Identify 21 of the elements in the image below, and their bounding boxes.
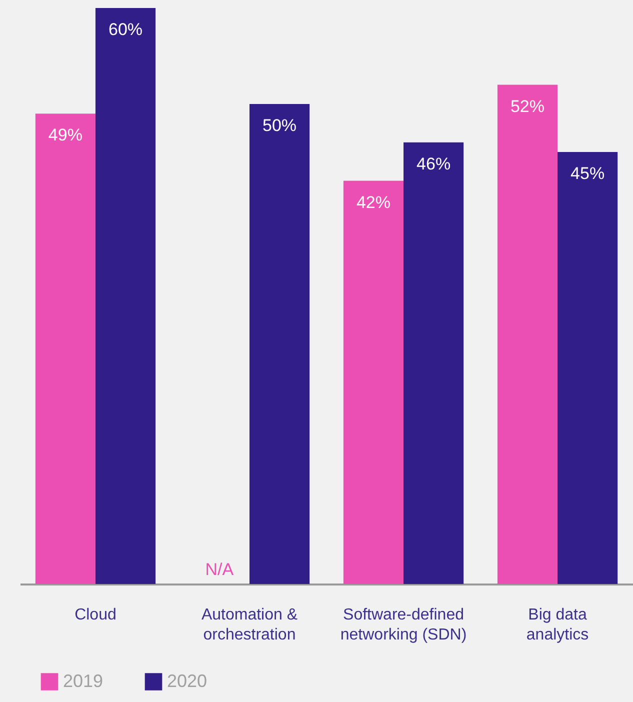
x-tick-label: Automation & orchestration: [201, 606, 298, 644]
legend-label: 2020: [167, 670, 208, 691]
bar: [35, 114, 96, 584]
bar: [95, 8, 156, 584]
bar: [497, 84, 558, 584]
legend-label: 2019: [63, 670, 104, 691]
bar: [558, 152, 618, 584]
data-label: 50%: [262, 116, 297, 135]
data-label: 52%: [510, 96, 545, 116]
data-label: 60%: [108, 20, 143, 39]
bar: [249, 104, 310, 584]
x-tick-label: Big data analytics: [526, 606, 589, 644]
bar: [404, 142, 464, 584]
bar: [343, 180, 404, 584]
text: N/A: [205, 560, 234, 579]
data-label: 49%: [48, 126, 82, 145]
x-tick-label: Software-defined networking (SDN): [340, 606, 467, 644]
data-label: 42%: [356, 192, 390, 212]
data-label: 46%: [416, 154, 451, 174]
data-label: 45%: [570, 164, 605, 183]
x-tick-label: Cloud: [74, 606, 116, 624]
